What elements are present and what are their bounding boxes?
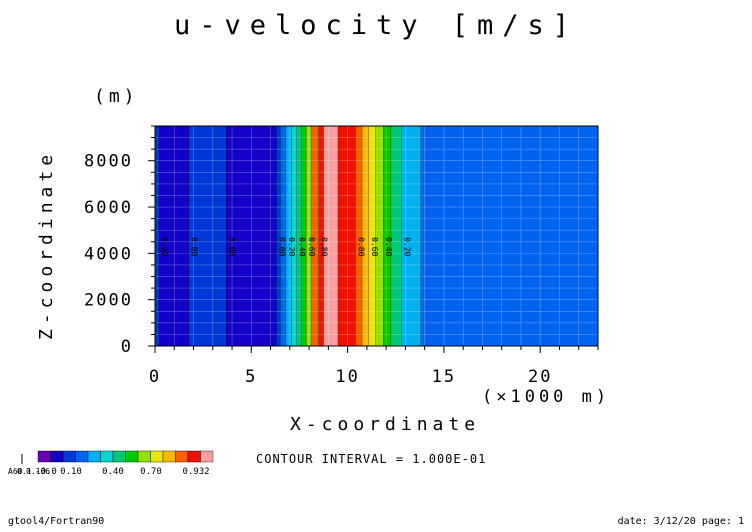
legend-swatch-10 [162,450,176,463]
y-axis-unit: (m) [94,86,139,107]
legend-swatch-3 [75,450,89,463]
contour-band-22 [401,126,422,346]
contour-band-12 [311,126,320,346]
x-tick-label: 0 [149,367,161,387]
legend-label-2: 0.40 [102,467,124,477]
contour-band-20 [383,126,392,346]
legend-label-4: 0.932 [182,467,209,477]
contour-band-10 [301,126,307,346]
contour-band-14 [323,126,339,346]
contour-label-8: 0.80 [356,237,365,256]
contour-lines [158,126,422,346]
contour-labels: 0.20 0.00 0.00 0.00 0.20 0.40 0.60 0.80 0.80 0.60… [160,237,412,256]
y-axis: 0 2000 4000 6000 8000 [84,125,156,357]
y-axis-label: Z-coordinate [36,149,57,340]
contour-label-5: 0.40 [298,237,307,256]
contour-band-16 [355,126,363,346]
y-tick-label: 6000 [84,198,133,218]
contour-band-15 [337,126,356,346]
contour-label-3: 0.00 [277,237,286,256]
x-tick-label: 5 [245,367,257,387]
y-tick-label: 0 [121,337,133,357]
contour-band-13 [318,126,325,346]
contour-label-11: 0.20 [403,237,412,256]
legend-swatch-2 [62,450,76,463]
contour-label-6: 0.60 [307,237,316,256]
contour-band-2 [188,126,227,346]
legend-swatch-0 [37,450,51,463]
x-axis: 0 5 10 15 20 [149,345,599,387]
contour-fill-bands [155,126,599,346]
y-tick-label: 2000 [84,291,133,311]
contour-band-3 [226,126,254,346]
legend-swatch-11 [175,450,189,463]
y-tick-label: 4000 [84,244,133,264]
legend-overlap-label-2: 0.106 [26,467,50,476]
contour-label-4: 0.20 [287,237,296,256]
contour-band-4 [253,126,277,346]
contour-interval-text: CONTOUR INTERVAL = 1.000E-01 [256,452,487,466]
y-tick-label: 8000 [84,152,133,172]
contour-band-0 [155,126,160,346]
chart-title: u-velocity [m/s] [173,10,579,41]
contour-label-2: 0.00 [227,237,236,256]
x-axis-unit: (×1000 m) [482,387,611,407]
legend-swatch-9 [150,450,164,463]
legend-swatch-4 [87,450,101,463]
legend-swatch-6 [112,450,126,463]
legend-label-1: 0.10 [60,467,82,477]
legend-swatch-7 [125,450,139,463]
contour-band-11 [306,126,312,346]
contour-band-21 [390,126,403,346]
contour-label-10: 0.40 [384,237,393,256]
x-axis-label: X-coordinate [290,414,481,435]
legend-swatch-12 [187,450,201,463]
contour-label-1: 0.00 [190,237,199,256]
contour-band-8 [291,126,298,346]
contour-band-18 [368,126,377,346]
contour-band-6 [280,126,287,346]
contour-band-5 [276,126,281,346]
contour-band-17 [362,126,370,346]
contour-band-19 [375,126,384,346]
contour-band-23 [420,126,599,346]
contour-label-7: 0.80 [320,237,329,256]
x-tick-label: 20 [528,367,552,387]
legend-overlap-label-1: 0.1 [17,467,32,476]
contour-label-0: 0.20 [160,237,169,256]
legend-swatch-1 [50,450,64,463]
grid-lines [155,126,598,346]
legend-label-3: 0.70 [140,467,162,477]
x-tick-label: 15 [432,367,456,387]
legend-swatch-8 [137,450,151,463]
legend-swatch-13 [200,450,214,463]
contour-label-9: 0.60 [370,237,379,256]
legend-overlap-label-0: A60 [8,467,23,476]
legend-swatch-5 [100,450,114,463]
footer-program-label: gtool4/Fortran90 [8,516,105,527]
footer-date-page: date: 3/12/20 page: 1 [617,516,744,527]
contour-band-1 [158,126,190,346]
x-tick-label: 10 [335,367,359,387]
contour-band-7 [285,126,293,346]
legend-label-0: -0.0 [35,467,57,477]
contour-band-9 [296,126,302,346]
